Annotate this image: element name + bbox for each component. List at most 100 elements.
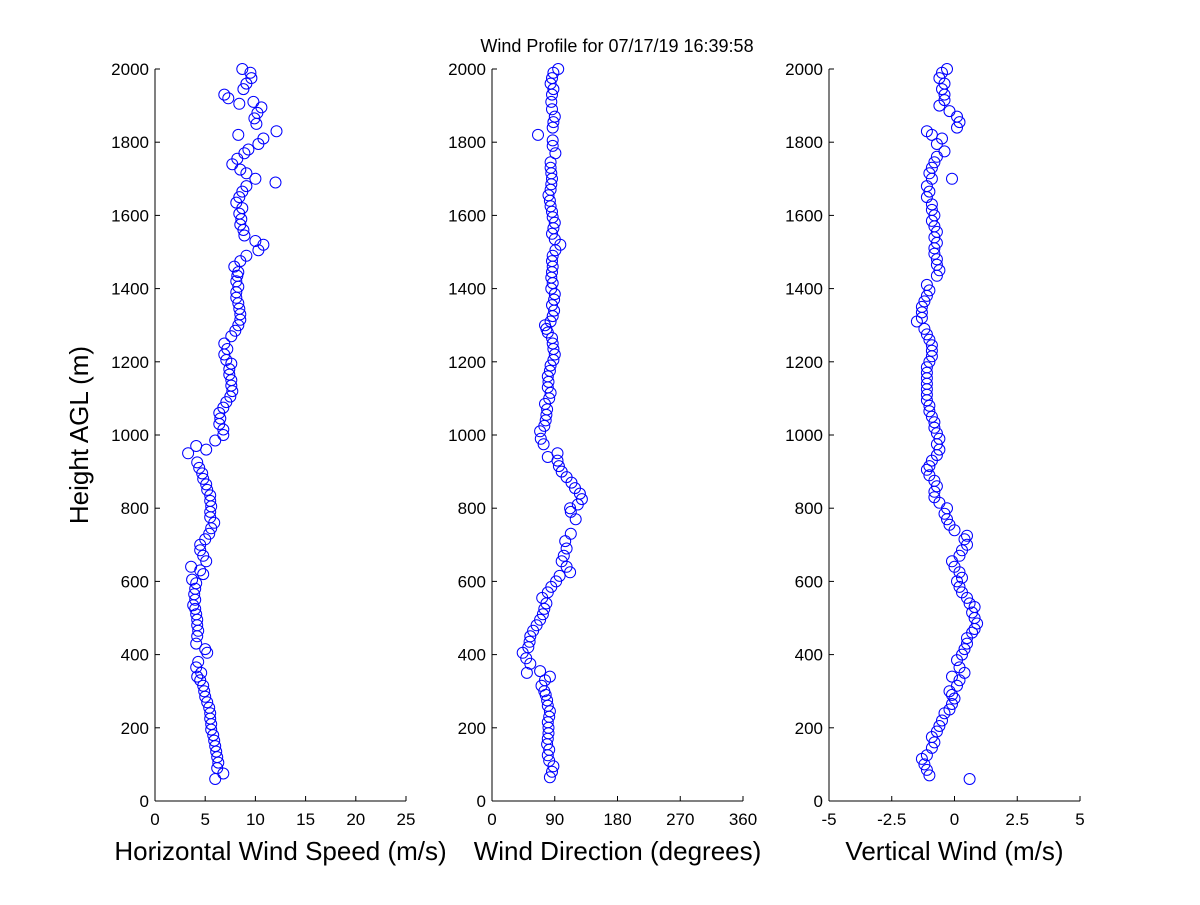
y-tick-label: 600 xyxy=(458,572,486,591)
data-point xyxy=(928,209,941,222)
data-point xyxy=(956,648,968,661)
data-point xyxy=(200,443,213,456)
data-point xyxy=(961,529,973,542)
data-point xyxy=(547,116,560,129)
data-point xyxy=(200,478,213,491)
data-point xyxy=(933,264,946,277)
data-point xyxy=(255,101,268,114)
data-point xyxy=(930,427,943,440)
data-point xyxy=(537,438,550,451)
data-point xyxy=(222,92,235,105)
y-tick-label: 600 xyxy=(795,572,823,591)
data-point xyxy=(951,679,963,692)
y-tick-label: 2000 xyxy=(111,60,149,79)
data-point xyxy=(190,608,203,621)
y-tick-label: 0 xyxy=(140,792,149,811)
data-point xyxy=(958,533,971,546)
x-tick-label: 10 xyxy=(246,810,265,829)
y-tick-label: 400 xyxy=(121,646,149,665)
data-point xyxy=(555,555,568,568)
x-tick-label: 270 xyxy=(666,810,694,829)
y-tick-label: 0 xyxy=(477,792,486,811)
data-point xyxy=(941,63,953,75)
data-point xyxy=(186,573,199,586)
data-point xyxy=(958,643,971,656)
panel-speed: 0 200 400 600 800 1000 1200 1400 1600 1800 2000 0 5 1… xyxy=(111,60,447,866)
data-point xyxy=(233,97,246,110)
x-tick-label: 360 xyxy=(729,810,757,829)
data-point xyxy=(548,110,561,123)
data-point xyxy=(564,505,577,518)
data-point xyxy=(546,72,558,85)
data-point xyxy=(242,143,255,156)
data-point xyxy=(946,698,958,710)
data-point xyxy=(197,549,210,562)
x-tick-label: 5 xyxy=(200,810,209,829)
data-point xyxy=(185,560,198,573)
data-point xyxy=(196,467,209,480)
data-point xyxy=(201,696,214,709)
y-tick-label: 200 xyxy=(458,719,486,738)
data-point xyxy=(546,139,559,152)
x-tick-label: 5 xyxy=(1075,810,1084,829)
x-tick-label: -2.5 xyxy=(877,810,906,829)
data-point xyxy=(248,112,261,125)
data-point xyxy=(208,734,221,747)
data-point xyxy=(575,493,588,506)
data-point xyxy=(543,364,556,377)
y-tick-label: 400 xyxy=(795,646,823,665)
data-point xyxy=(236,63,249,75)
data-point xyxy=(223,363,236,376)
y-tick-label: 1000 xyxy=(111,426,149,445)
data-point xyxy=(198,685,211,698)
y-tick-label: 1400 xyxy=(111,280,149,299)
data-point xyxy=(555,465,568,478)
data-point xyxy=(194,544,207,557)
data-point xyxy=(961,637,973,650)
data-point xyxy=(918,322,931,335)
data-point xyxy=(953,661,966,674)
data-point xyxy=(214,412,227,425)
data-point xyxy=(209,434,222,447)
data-point xyxy=(923,769,936,782)
data-point xyxy=(953,549,966,562)
data-point xyxy=(564,502,577,515)
data-point xyxy=(923,405,936,418)
data-point xyxy=(928,421,941,434)
data-point xyxy=(546,103,558,116)
data-point xyxy=(946,172,958,185)
data-point xyxy=(930,725,943,738)
data-point xyxy=(545,95,558,108)
data-point xyxy=(229,324,242,337)
data-point xyxy=(923,460,936,473)
data-point xyxy=(560,542,573,555)
data-point xyxy=(956,571,968,584)
data-point xyxy=(548,216,561,229)
y-tick-label: 0 xyxy=(814,792,823,811)
x-axis-label: Vertical Wind (m/s) xyxy=(845,836,1063,866)
data-point xyxy=(923,284,936,297)
data-point xyxy=(930,258,943,271)
data-point xyxy=(543,670,556,683)
data-point xyxy=(918,295,931,308)
data-point xyxy=(541,370,554,383)
data-point xyxy=(564,527,577,540)
data-point xyxy=(971,617,984,630)
data-point xyxy=(230,275,243,288)
data-point xyxy=(232,128,245,141)
data-point xyxy=(920,328,933,341)
data-point xyxy=(920,366,933,379)
y-tick-label: 400 xyxy=(458,646,486,665)
data-point xyxy=(237,83,250,96)
y-tick-label: 2000 xyxy=(785,60,823,79)
data-point xyxy=(203,527,216,540)
data-point xyxy=(197,472,210,485)
data-point xyxy=(192,655,205,668)
y-tick-label: 1000 xyxy=(785,426,823,445)
data-point xyxy=(925,161,938,174)
data-point xyxy=(201,483,214,496)
data-point xyxy=(920,763,933,776)
data-point xyxy=(546,227,558,240)
data-point xyxy=(221,343,234,355)
